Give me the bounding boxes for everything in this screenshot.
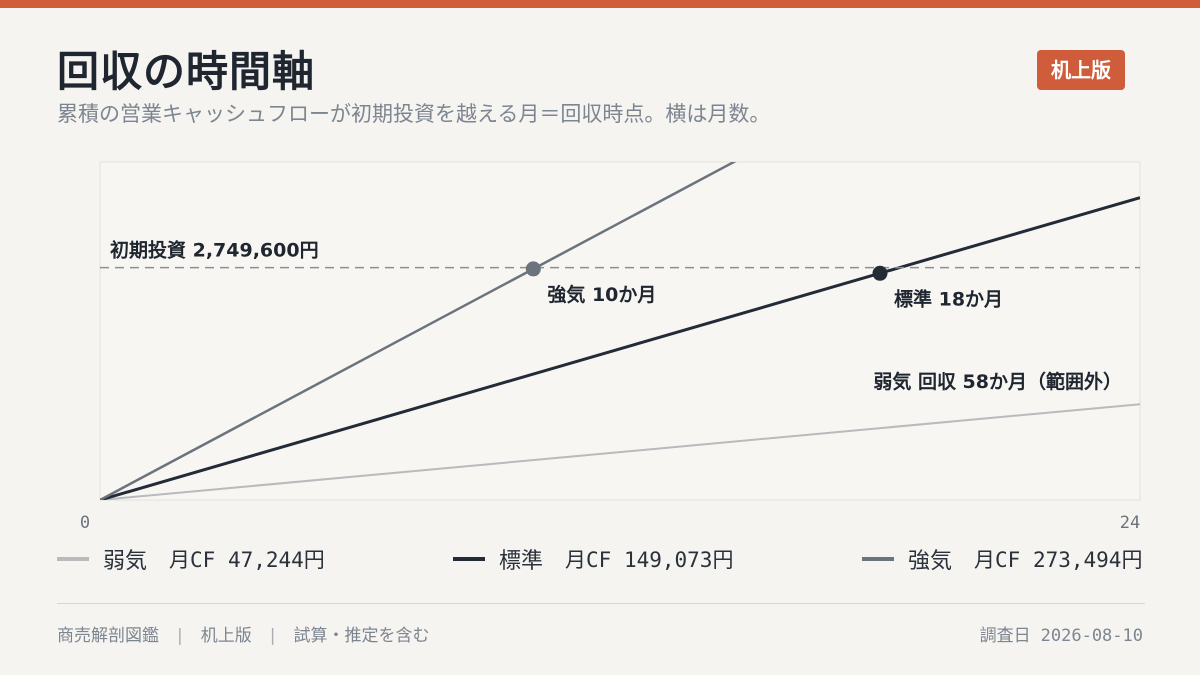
legend-name-base: 標準 [499, 549, 544, 574]
legend-cf-weak: 月CF 47,244円 [169, 548, 325, 572]
footer-divider [57, 603, 1145, 604]
footer-date-label: 調査日 [979, 626, 1031, 646]
x-tick-label: 24 [1120, 513, 1140, 533]
page-subtitle: 累積の営業キャッシュフローが初期投資を越える月＝回収時点。横は月数。 [57, 102, 771, 126]
x-tick-label: 0 [80, 513, 90, 533]
legend-name-weak: 弱気 [103, 549, 148, 574]
footer-survey-date: 調査日 2026-08-10 [980, 621, 1143, 646]
payback-marker-base [872, 265, 888, 281]
legend-swatch-weak [57, 557, 89, 561]
series-line-weak [100, 403, 1140, 500]
threshold-label: 初期投資 2,749,600円 [110, 239, 319, 262]
footer-edition: 机上版 [200, 626, 252, 646]
legend-name-strong: 強気 [908, 549, 953, 574]
legend-item-weak: 弱気 月CF 47,244円 [57, 543, 325, 575]
page-title: 回収の時間軸 [57, 47, 316, 96]
footer-date: 2026-08-10 [1040, 626, 1143, 646]
legend-swatch-base [453, 557, 485, 561]
payback-annotation-strong: 強気 10か月 [547, 283, 656, 306]
footer-note: 試算・推定を含む [293, 626, 430, 646]
legend-cf-strong: 月CF 273,494円 [974, 548, 1143, 572]
payback-marker-strong [525, 261, 541, 277]
payback-annotation-weak: 弱気 回収 58か月（範囲外） [873, 370, 1122, 393]
legend-swatch-strong [862, 557, 894, 561]
payback-annotation-base: 標準 18か月 [894, 287, 1003, 310]
plot-area [99, 161, 1141, 501]
footer-source: 商売解剖図鑑 [57, 626, 159, 646]
legend-cf-base: 月CF 149,073円 [565, 548, 734, 572]
footer-credits: 商売解剖図鑑 | 机上版 | 試算・推定を含む [57, 626, 430, 646]
series-line-strong [100, 162, 737, 500]
edition-badge: 机上版 [1037, 50, 1125, 90]
series-line-base [100, 196, 1140, 500]
legend-item-base: 標準 月CF 149,073円 [453, 543, 733, 575]
legend-item-strong: 強気 月CF 273,494円 [862, 543, 1142, 575]
top-accent-bar [0, 0, 1200, 8]
